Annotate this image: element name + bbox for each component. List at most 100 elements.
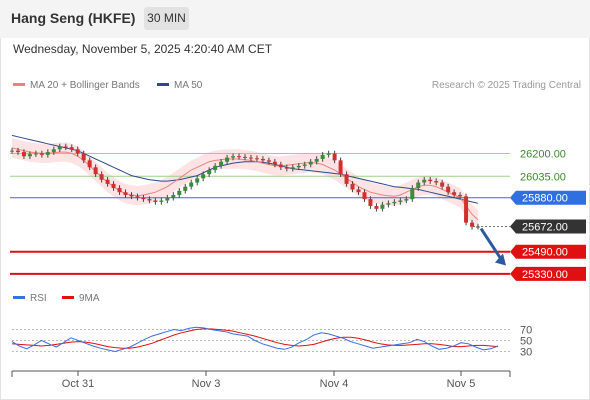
candle-body (260, 158, 265, 161)
candle-body (231, 156, 236, 158)
level-badge: 25490.00 (510, 244, 586, 259)
candle-body (177, 190, 182, 195)
9ma-swatch (62, 295, 74, 299)
level-badge: 25330.00 (510, 266, 586, 281)
candle-body (320, 154, 325, 159)
rsi-tick-label: 70 (520, 325, 532, 337)
rsi-tick-label: 30 (520, 347, 532, 359)
candle-body (278, 164, 283, 168)
candle-body (195, 178, 200, 183)
candle-body (63, 146, 68, 148)
projection-arrow-head (495, 253, 506, 266)
x-tick-label: Oct 31 (62, 378, 94, 390)
candle-body (332, 153, 337, 161)
candle-body (344, 174, 349, 184)
candle-body (428, 179, 433, 182)
candle-body (338, 160, 343, 175)
candle-body (51, 149, 56, 153)
candle-body (380, 204, 385, 209)
legend-ma20: MA 20 + Bollinger Bands (13, 80, 140, 91)
level-label: 25490.00 (522, 247, 568, 259)
candle-body (147, 199, 152, 201)
candle-body (290, 167, 295, 169)
legend-ma50: MA 50 (157, 80, 202, 91)
candle-body (39, 153, 44, 155)
rsi-line (11, 326, 499, 353)
candle-body (243, 156, 247, 158)
candle-body (219, 161, 224, 166)
candle-body (446, 186, 451, 193)
candle-body (296, 165, 301, 168)
candle-body (75, 149, 80, 154)
candle-body (404, 199, 409, 201)
candle-body (189, 182, 194, 187)
candle-body (362, 192, 367, 200)
timestamp: Wednesday, November 5, 2025 4:20:40 AM C… (13, 42, 273, 56)
level-badge: 25880.00 (510, 190, 586, 205)
candle-body (350, 183, 355, 190)
level-label: 26200.00 (520, 148, 566, 160)
level-label: 25880.00 (522, 193, 568, 205)
candle-body (326, 153, 331, 155)
candle-body (302, 164, 307, 166)
legend-9ma-label: 9MA (79, 293, 100, 304)
candle-body (452, 192, 457, 195)
candle-body (207, 170, 212, 175)
candle-body (27, 154, 32, 157)
candle-body (440, 182, 445, 187)
candle-body (129, 194, 134, 197)
rsi-9ma-line (11, 328, 499, 349)
candle-body (416, 182, 421, 189)
candle-body (248, 157, 253, 159)
candle-body (165, 197, 170, 201)
ma50-line (11, 134, 479, 204)
ma50-swatch (157, 82, 169, 86)
level-label: 26035.00 (520, 171, 566, 183)
candle-body (171, 194, 176, 198)
candle-body (153, 200, 158, 202)
legend-ma50-label: MA 50 (174, 80, 203, 91)
level-badge-shape (510, 244, 586, 259)
candle-body (159, 200, 164, 202)
bollinger-band-fill (12, 138, 478, 230)
candle-body (392, 201, 397, 204)
legend-rsi-label: RSI (30, 293, 47, 304)
candle-body (15, 150, 20, 153)
candle-body (111, 183, 116, 189)
candle-body (308, 161, 313, 165)
candle-body (201, 174, 206, 179)
candle-body (33, 153, 38, 155)
research-credit: Research © 2025 Trading Central (431, 80, 581, 91)
level-badge: 25672.00 (510, 219, 586, 234)
candle-body (57, 146, 62, 150)
legend-ma20-label: MA 20 + Bollinger Bands (30, 80, 140, 91)
candle-body (254, 158, 259, 160)
instrument-title: Hang Seng (HKFE) (11, 10, 136, 26)
candle-body (225, 157, 230, 162)
level-badge-shape (510, 219, 586, 234)
candle-body (434, 181, 439, 183)
candle-body (87, 160, 92, 168)
candle-body (386, 203, 391, 205)
interval-selector[interactable]: 30 MIN (144, 7, 189, 30)
candle-body (93, 167, 98, 175)
ma20-swatch (13, 82, 25, 86)
candle-body (368, 199, 373, 207)
candle-body (10, 150, 14, 152)
candle-body (117, 188, 122, 193)
x-tick-label: Nov 3 (192, 378, 221, 390)
projection-arrow-shaft (479, 227, 504, 262)
level-badge-shape (510, 266, 586, 281)
candle-body (266, 160, 271, 162)
candle-body (458, 194, 463, 197)
candle-body (314, 158, 319, 162)
candle-body (123, 192, 128, 195)
candle-body (135, 196, 140, 198)
candle-body (45, 152, 50, 155)
candle-body (105, 179, 110, 184)
candle-body (410, 188, 415, 200)
candle-body (69, 147, 74, 150)
level-label: 25672.00 (522, 222, 568, 234)
chart-header (0, 0, 590, 38)
